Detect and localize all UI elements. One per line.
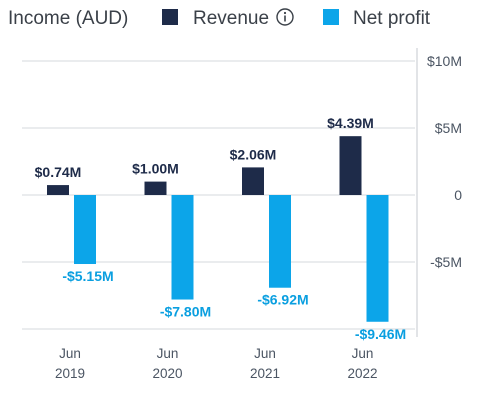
data-label-revenue: $4.39M — [327, 115, 374, 131]
x-axis: Jun 2019 Jun 2020 Jun 2021 Jun 2022 — [55, 346, 378, 381]
bar-net-profit — [74, 195, 96, 265]
y-tick-label: $10M — [427, 53, 462, 69]
legend-swatch-net-profit — [323, 9, 339, 25]
bar-revenue — [339, 136, 362, 195]
legend: Revenue Net profit — [162, 8, 431, 29]
chart-title: Income (AUD) — [8, 8, 128, 29]
y-tick-label: -$5M — [430, 254, 462, 270]
data-label-revenue: $0.74M — [35, 164, 82, 180]
data-label-revenue: $2.06M — [230, 146, 277, 162]
x-tick-label-month: Jun — [352, 346, 374, 361]
bar-revenue — [242, 167, 264, 195]
y-tick-label: 0 — [454, 187, 462, 203]
info-icon[interactable] — [276, 8, 294, 26]
legend-label-revenue: Revenue — [193, 8, 269, 29]
data-label-net-profit: -$6.92M — [257, 292, 308, 308]
legend-swatch-revenue — [162, 9, 178, 25]
bar-net-profit — [269, 195, 291, 288]
x-tick-label-month: Jun — [254, 346, 276, 361]
bar-revenue — [47, 185, 69, 195]
y-tick-label: $5M — [435, 120, 462, 136]
data-label-net-profit: -$7.80M — [160, 304, 211, 320]
bar-net-profit — [366, 195, 389, 322]
x-tick-label-year: 2020 — [152, 366, 182, 381]
data-labels: $0.74M -$5.15M $1.00M -$7.80M $2.06M -$6.92M $… — [35, 115, 407, 342]
x-tick-label-month: Jun — [59, 346, 81, 361]
data-label-revenue: $1.00M — [132, 161, 179, 177]
y-axis: $10M $5M 0 -$5M — [416, 48, 462, 337]
x-tick-label-year: 2021 — [250, 366, 280, 381]
x-tick-label-month: Jun — [157, 346, 179, 361]
x-tick-label-year: 2019 — [55, 366, 85, 381]
data-label-net-profit: -$5.15M — [62, 268, 113, 284]
legend-label-net-profit: Net profit — [353, 8, 431, 29]
data-label-net-profit: -$9.46M — [355, 326, 406, 342]
bars — [47, 136, 389, 322]
bar-net-profit — [171, 195, 194, 300]
bar-revenue — [144, 181, 167, 195]
x-tick-label-year: 2022 — [347, 366, 377, 381]
